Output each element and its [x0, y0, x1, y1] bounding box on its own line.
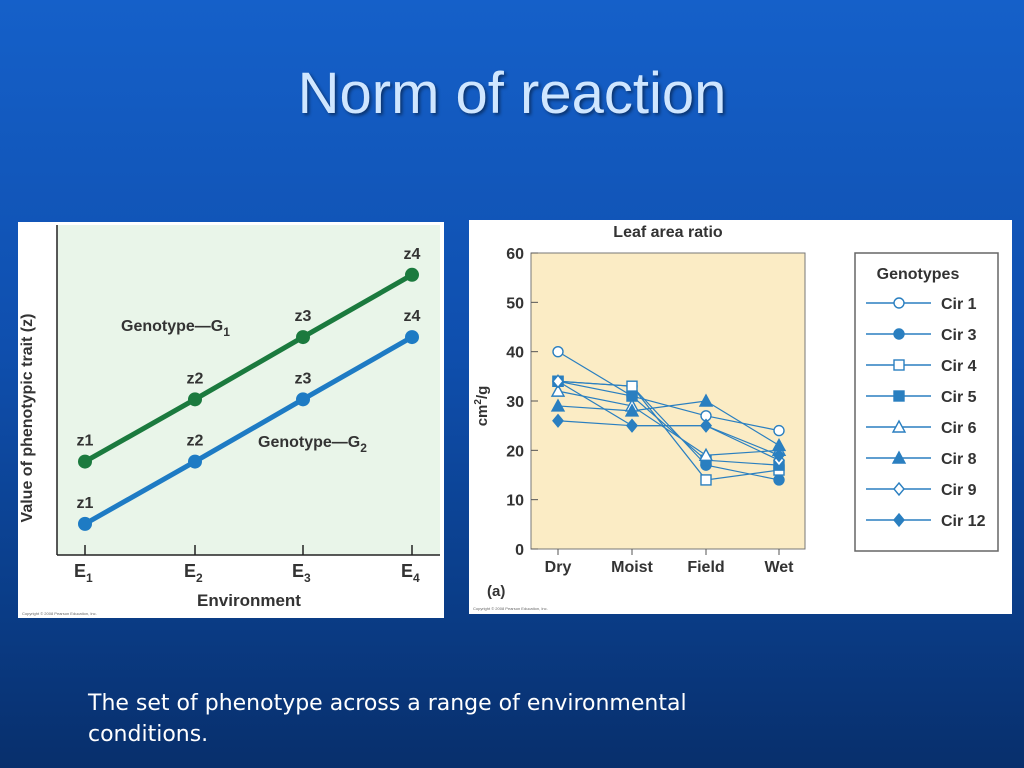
right-data-point — [624, 403, 640, 417]
right-y-tick-label: 50 — [506, 295, 524, 312]
left-x-tick-label: E2 — [184, 561, 203, 585]
left-x-tick-labels: E1 E2 E3 E4 — [74, 561, 420, 585]
right-data-point — [550, 383, 566, 397]
left-data-point — [78, 454, 92, 469]
left-data-point — [188, 454, 202, 469]
right-series-line — [557, 380, 780, 466]
right-series-line — [557, 400, 780, 446]
right-y-tick-label: 20 — [506, 443, 524, 460]
left-point-label: z1 — [77, 433, 94, 450]
legend-marker — [893, 512, 905, 528]
right-y-tick-label: 30 — [506, 394, 524, 411]
legend-label: Cir 1 — [941, 296, 977, 313]
left-x-tick-label: E3 — [292, 561, 311, 585]
left-data-point — [405, 267, 419, 282]
left-data-point — [188, 392, 202, 407]
left-point-label: z3 — [295, 308, 312, 325]
right-data-point — [698, 393, 714, 407]
right-data-point — [550, 398, 566, 412]
leaf-area-ratio-chart: Leaf area ratio 0 10 20 30 40 50 60 Dry Moist Fi… — [469, 220, 1012, 614]
legend-marker — [893, 390, 905, 402]
slide-title: Norm of reaction — [297, 61, 727, 126]
right-plot-area — [530, 252, 806, 550]
right-data-point — [626, 380, 638, 392]
legend-label: Cir 4 — [941, 358, 977, 375]
left-x-axis-label: Environment — [197, 591, 301, 610]
genotype-g2-label: Genotype—G2 — [258, 434, 367, 455]
left-x-tick-label: E4 — [401, 561, 420, 585]
genotype-g1-label: Genotype—G1 — [121, 318, 230, 339]
legend-marker — [893, 481, 905, 497]
slide-caption: The set of phenotype across a range of e… — [88, 691, 687, 747]
right-data-point — [773, 474, 785, 486]
left-point-label: z2 — [187, 370, 204, 387]
left-point-label: z4 — [404, 308, 421, 325]
legend-marker — [891, 450, 907, 464]
left-data-point — [296, 392, 310, 407]
left-copyright: Copyright © 2008 Pearson Education, Inc. — [22, 611, 97, 616]
right-data-point — [773, 424, 785, 437]
right-data-point — [698, 447, 714, 461]
right-y-ticks: 0 10 20 30 40 50 60 — [506, 246, 538, 559]
right-y-tick-label: 60 — [506, 246, 524, 263]
left-chart-svg: z1 z2 z3 z4 z1 z2 z3 z4 E1 E2 E3 E4 Value of pheno… — [19, 225, 440, 616]
left-y-axis-label: Value of phenotypic trait (z) — [19, 314, 36, 523]
norm-of-reaction-chart: z1 z2 z3 z4 z1 z2 z3 z4 E1 E2 E3 E4 Value of pheno… — [18, 222, 444, 618]
left-point-label: z4 — [404, 246, 421, 263]
left-x-tick-label: E1 — [74, 561, 93, 585]
right-x-tick-labels: Dry Moist Field Wet — [545, 549, 794, 576]
legend-label: Cir 6 — [941, 420, 977, 437]
panel-label: (a) — [487, 583, 505, 600]
right-y-tick-label: 10 — [506, 493, 524, 510]
left-data-point — [405, 330, 419, 345]
right-data-point — [626, 418, 638, 433]
legend-label: Cir 9 — [941, 482, 977, 499]
right-series-line — [557, 390, 780, 456]
right-data-point — [773, 448, 785, 463]
right-data-point — [552, 345, 564, 358]
left-series-line — [83, 272, 414, 464]
left-series-line — [83, 334, 414, 527]
left-plot-area — [57, 225, 440, 555]
right-x-tick-label: Wet — [764, 559, 794, 576]
left-point-label: z3 — [295, 370, 312, 387]
left-point-label: z1 — [77, 495, 94, 512]
legend-label: Cir 8 — [941, 451, 977, 468]
right-data-point — [700, 474, 712, 486]
right-data-point — [700, 418, 712, 433]
left-x-ticks — [84, 545, 413, 555]
legend-label: Cir 5 — [941, 389, 977, 406]
right-data-point — [552, 374, 564, 389]
right-series-group — [550, 345, 787, 486]
legend-marker — [893, 297, 905, 309]
legend-title: Genotypes — [877, 266, 960, 283]
right-chart-title: Leaf area ratio — [613, 224, 723, 241]
legend-marker — [893, 328, 905, 340]
right-y-tick-label: 40 — [506, 345, 524, 362]
legend-label: Cir 3 — [941, 327, 977, 344]
right-x-tick-label: Field — [687, 559, 724, 576]
right-x-tick-label: Dry — [545, 559, 572, 576]
right-series-line — [557, 380, 780, 481]
legend-label: Cir 12 — [941, 513, 986, 530]
right-data-point — [552, 413, 564, 428]
legend-marker — [891, 419, 907, 433]
legend-items: Cir 1 Cir 3 Cir 4 Cir 5 Cir 6 Cir 8 Cir 9 Cir 1… — [866, 296, 986, 530]
left-data-point — [296, 330, 310, 345]
left-data-point — [78, 516, 92, 531]
left-point-label: z2 — [187, 433, 204, 450]
right-y-tick-label: 0 — [515, 542, 524, 559]
right-copyright: Copyright © 2008 Pearson Education, Inc. — [473, 606, 548, 611]
legend-marker — [893, 359, 905, 371]
right-chart-svg: Leaf area ratio 0 10 20 30 40 50 60 Dry Moist Fi… — [473, 224, 999, 611]
right-series-line — [557, 420, 780, 456]
right-x-tick-label: Moist — [611, 559, 653, 576]
left-series-group: z1 z2 z3 z4 z1 z2 z3 z4 — [77, 246, 421, 531]
right-y-axis-label: cm2/g — [473, 386, 491, 427]
